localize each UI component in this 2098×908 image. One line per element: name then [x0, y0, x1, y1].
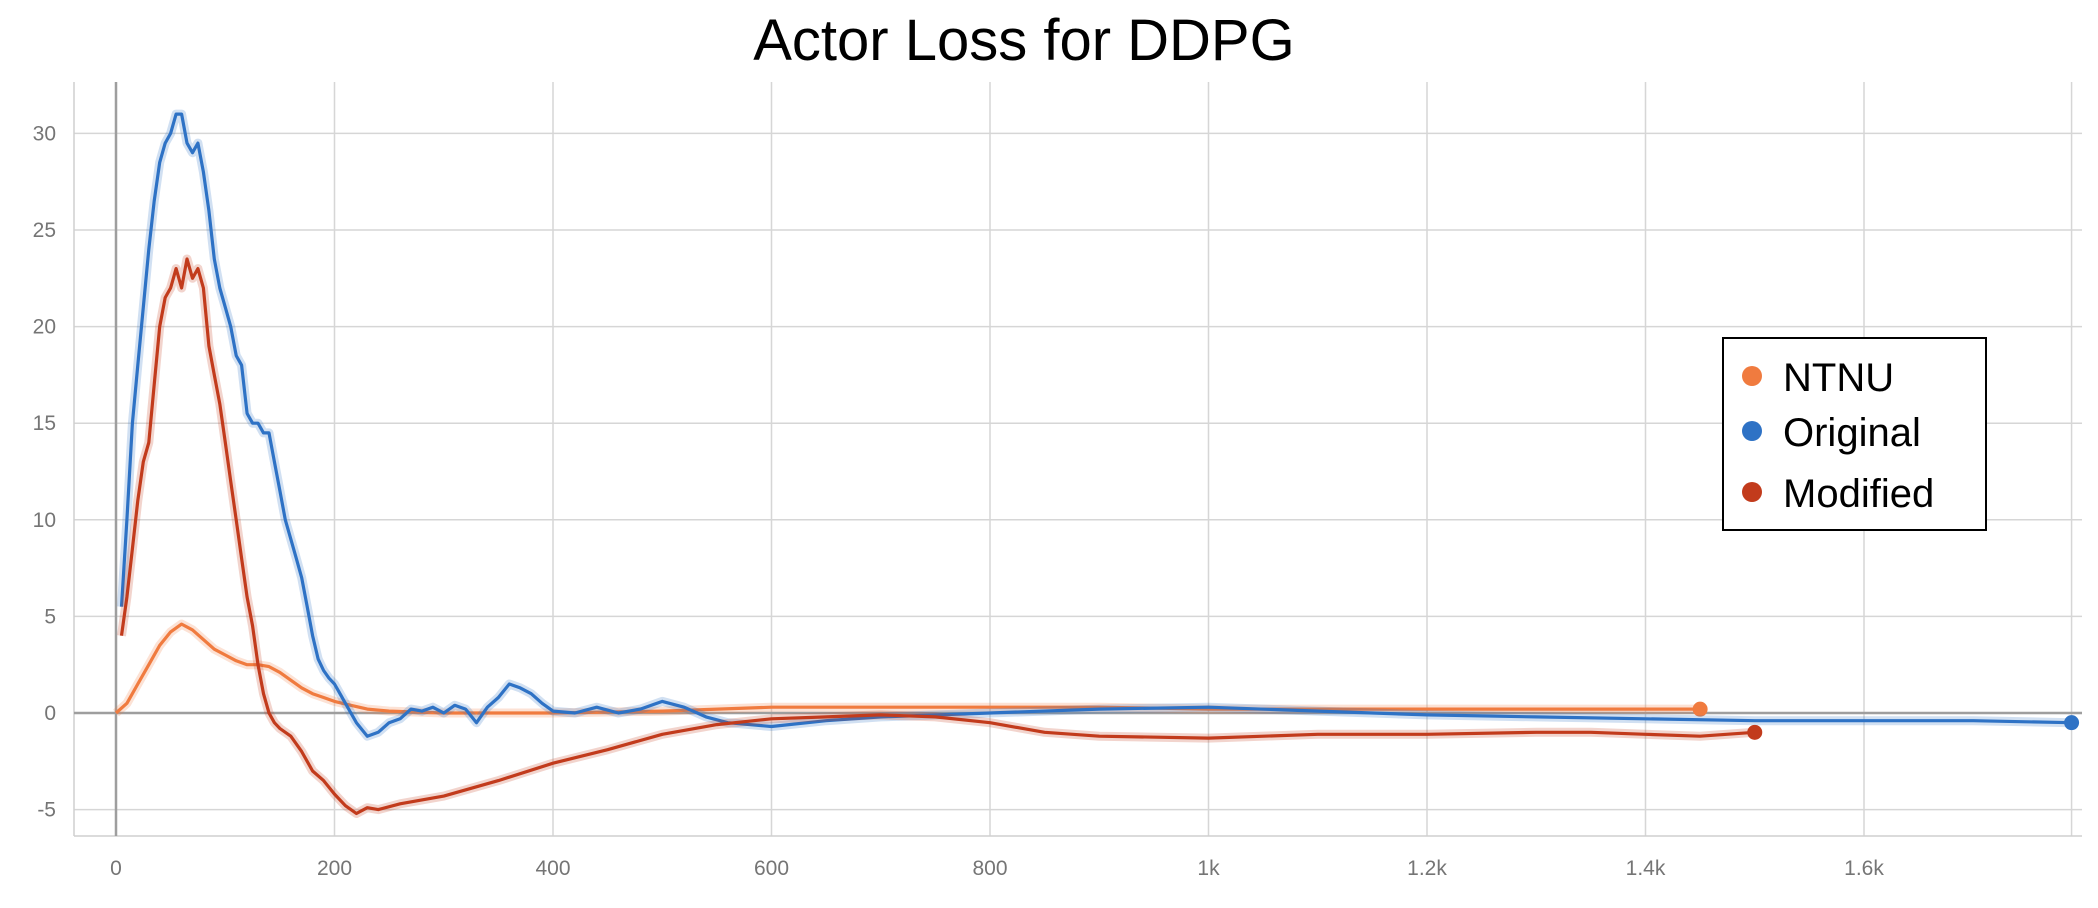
x-tick-label: 200 — [317, 857, 352, 880]
chart-title: Actor Loss for DDPG — [753, 8, 1294, 73]
legend-marker-ntnu — [1742, 366, 1762, 386]
series-end-marker — [2064, 715, 2080, 731]
x-tick-label: 1k — [1197, 857, 1220, 880]
legend-label-modified: Modified — [1783, 472, 1934, 516]
y-tick-label: 30 — [33, 122, 56, 145]
series-end-marker — [1747, 724, 1763, 740]
series-modified — [117, 254, 1763, 818]
series-end-marker — [1692, 701, 1708, 717]
x-tick-label: 1.2k — [1407, 857, 1447, 880]
tick-labels: 0 200 400 600 800 1k 1.2k 1.4k 1.6k -5 0 5 10 15 20 25 3… — [33, 122, 1885, 880]
legend-marker-modified — [1742, 482, 1762, 502]
y-tick-label: 20 — [33, 316, 56, 339]
series-line — [114, 622, 1701, 715]
x-tick-label: 800 — [972, 857, 1007, 880]
y-tick-label: 10 — [33, 509, 56, 532]
series-line — [119, 257, 1755, 816]
x-tick-label: 1.6k — [1844, 857, 1884, 880]
legend-box — [1722, 337, 1987, 531]
y-tick-label: 25 — [33, 219, 56, 242]
legend-label-original: Original — [1783, 411, 1921, 455]
x-tick-label: 1.4k — [1626, 857, 1666, 880]
series-ntnu — [113, 619, 1708, 718]
x-tick-label: 400 — [535, 857, 570, 880]
y-tick-label: -5 — [37, 799, 56, 822]
series-halo — [113, 619, 1701, 718]
legend-label-ntnu: NTNU — [1783, 356, 1894, 400]
series-layer — [113, 109, 2080, 818]
y-tick-label: 0 — [44, 702, 56, 725]
legend-marker-original — [1742, 421, 1762, 441]
legend: NTNU Original Modified — [1722, 337, 1987, 531]
x-tick-label: 600 — [754, 857, 789, 880]
y-tick-label: 15 — [33, 412, 56, 435]
x-tick-label: 0 — [110, 857, 122, 880]
y-tick-label: 5 — [44, 605, 56, 628]
